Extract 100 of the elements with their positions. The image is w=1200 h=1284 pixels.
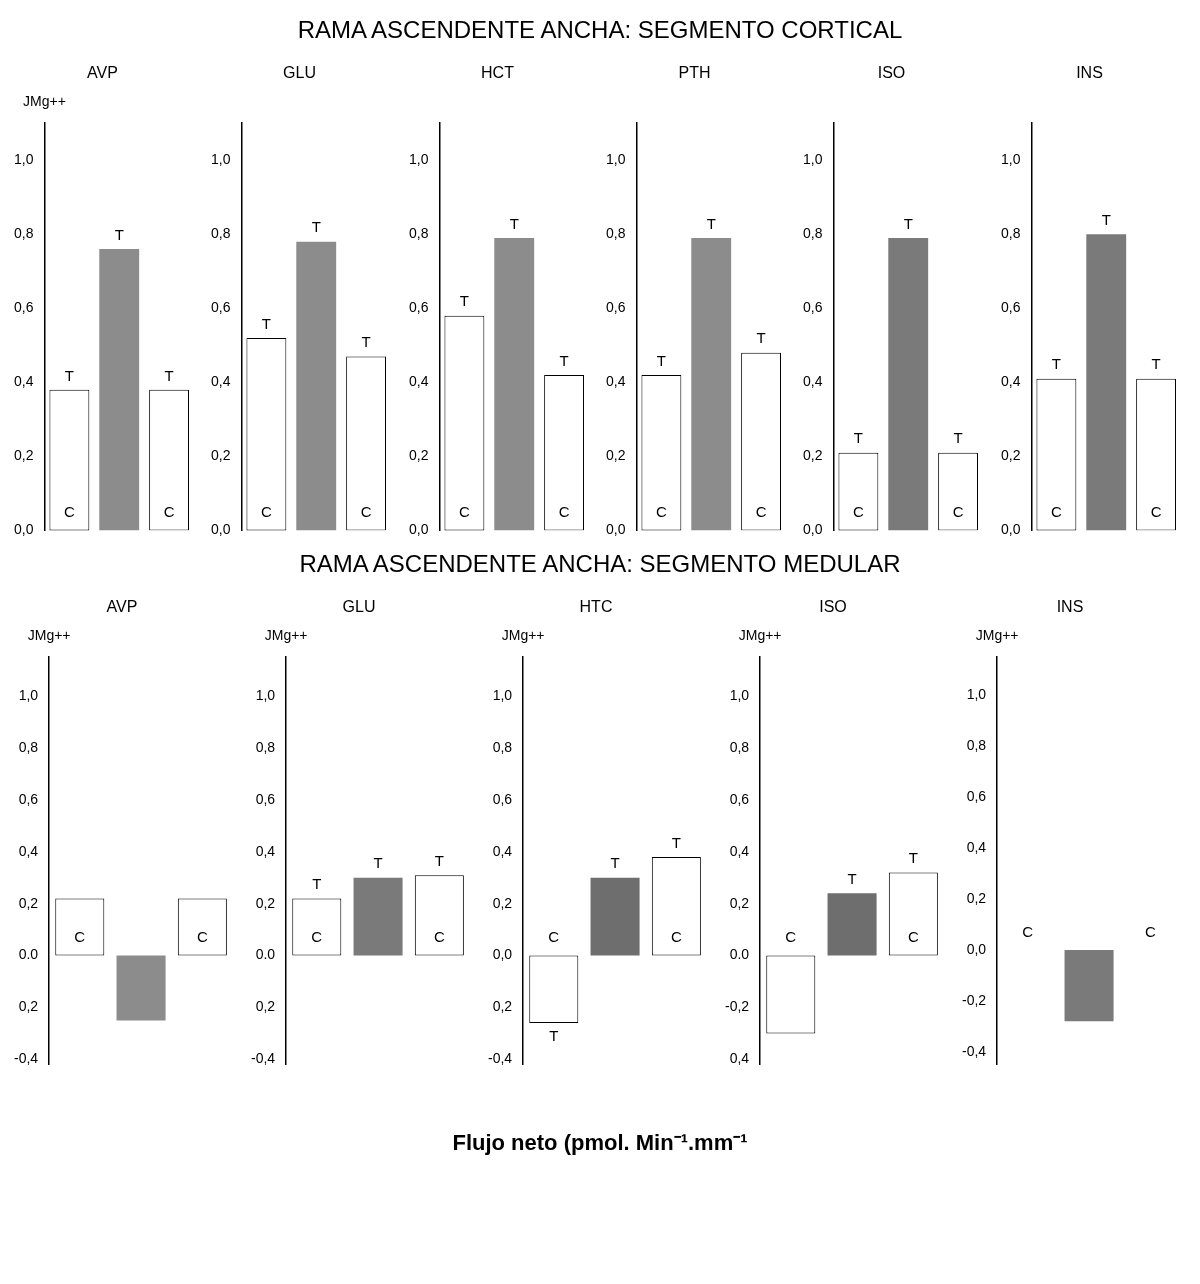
x-tick-label: C: [64, 503, 76, 521]
chart-title: HTC: [579, 598, 613, 616]
x-tick-label: C: [953, 503, 965, 521]
y-tick-label: 0,4: [729, 842, 750, 859]
y-tick-label: 1,0: [211, 151, 232, 168]
y-tick-label: 0,8: [492, 738, 513, 755]
x-tick-label: C: [755, 503, 767, 521]
x-tick-label: C: [311, 928, 323, 946]
y-tick-label: 0,4: [492, 842, 513, 859]
y-tick-label: 0.0: [255, 946, 276, 963]
y-tick-label: 1,0: [1000, 151, 1021, 168]
chart-title: ISO: [819, 598, 847, 616]
data-label: T: [953, 429, 964, 447]
y-tick-label: 0,2: [966, 889, 986, 906]
chart-title: INS: [1056, 598, 1083, 616]
data-label: T: [459, 292, 469, 310]
data-label: T: [549, 1026, 559, 1044]
x-tick-label: C: [548, 928, 560, 946]
x-tick-label: C: [558, 503, 570, 521]
y-tick-label: 1,0: [803, 151, 824, 168]
y-axis-title: JMg++: [264, 627, 308, 644]
x-tick-label: C: [1144, 922, 1156, 940]
data-label: T: [671, 833, 681, 851]
chart-title: AVP: [106, 598, 138, 616]
y-tick-label: -0,4: [251, 1050, 276, 1067]
y-tick-label: 0,6: [408, 299, 429, 316]
data-label: T: [908, 849, 918, 867]
text: Flujo neto (pmol. Min⁻¹.mm⁻¹: [452, 1130, 748, 1155]
y-tick-label: 0,2: [19, 998, 39, 1015]
y-tick-label: 0,4: [408, 373, 429, 390]
y-tick-label: 1,0: [492, 686, 513, 703]
y-tick-label: 0,2: [211, 447, 232, 464]
y-tick-label: 0,2: [408, 447, 429, 464]
data-label: T: [64, 366, 75, 384]
y-tick-label: -0,4: [961, 1042, 986, 1059]
data-label: T: [312, 875, 322, 893]
y-axis-title: JMg++: [501, 627, 545, 644]
data-label: T: [904, 214, 914, 232]
bar: [296, 241, 337, 531]
y-tick-label: 0,2: [492, 894, 513, 911]
x-tick-label: C: [656, 503, 668, 521]
y-tick-label: 0,0: [606, 521, 626, 538]
y-tick-label: 1,0: [19, 686, 39, 703]
x-tick-label: C: [1021, 922, 1033, 940]
y-tick-label: -0,2: [961, 991, 986, 1008]
y-tick-label: 0.0: [729, 946, 750, 963]
y-tick-label: 0,6: [803, 299, 824, 316]
data-label: T: [1101, 210, 1111, 228]
y-tick-label: 0,4: [606, 373, 626, 390]
y-tick-label: 0,8: [1000, 225, 1021, 242]
data-label: T: [656, 351, 667, 369]
y-tick-label: 0,6: [14, 299, 34, 316]
chart-title: HCT: [480, 64, 514, 82]
data-label: T: [706, 214, 716, 232]
data-label: T: [262, 314, 272, 332]
data-label: T: [434, 851, 445, 869]
y-tick-label: 0,0: [492, 946, 513, 963]
data-label: T: [559, 351, 569, 369]
x-tick-label: C: [1050, 503, 1062, 521]
data-label: T: [114, 225, 124, 243]
x-tick-label: C: [434, 928, 446, 946]
y-tick-label: 0,8: [729, 738, 750, 755]
data-label: T: [756, 329, 766, 347]
y-tick-label: 0,4: [19, 842, 39, 859]
chart-title: PTH: [678, 64, 711, 82]
x-tick-label: C: [74, 928, 86, 946]
y-tick-label: 0,0: [211, 521, 232, 538]
y-tick-label: 0,8: [803, 225, 824, 242]
y-tick-label: 0,4: [255, 842, 276, 859]
y-tick-label: 0,8: [19, 738, 39, 755]
y-tick-label: 1,0: [606, 151, 626, 168]
y-tick-label: 0,0: [1000, 521, 1021, 538]
y-tick-label: 0,6: [1000, 299, 1021, 316]
text: RAMA ASCENDENTE ANCHA: SEGMENTO CORTICAL: [297, 16, 903, 43]
x-tick-label: C: [458, 503, 470, 521]
y-tick-label: 1,0: [966, 686, 986, 703]
y-tick-label: 0,2: [492, 998, 513, 1015]
y-tick-label: 0,0: [408, 521, 429, 538]
y-tick-label: 0,6: [606, 299, 626, 316]
y-tick-label: 0,2: [14, 447, 34, 464]
y-tick-label: 0,8: [408, 225, 429, 242]
y-tick-label: 0,8: [14, 225, 34, 242]
y-tick-label: 0.0: [19, 946, 39, 963]
x-tick-label: C: [670, 928, 682, 946]
x-tick-label: C: [785, 928, 797, 946]
x-tick-label: C: [907, 928, 919, 946]
y-tick-label: 0,0: [14, 521, 34, 538]
y-tick-label: 0,6: [729, 790, 750, 807]
bar: [590, 877, 640, 956]
chart-title: GLU: [342, 598, 376, 616]
y-tick-label: -0,4: [487, 1050, 513, 1067]
y-tick-label: -0,4: [14, 1050, 39, 1067]
x-tick-label: C: [361, 503, 373, 521]
y-tick-label: 0,4: [966, 839, 986, 856]
text: RAMA ASCENDENTE ANCHA: SEGMENTO MEDULAR: [299, 550, 901, 577]
chart-title: GLU: [283, 64, 317, 82]
data-label: T: [610, 854, 620, 872]
data-label: T: [509, 214, 519, 232]
data-label: T: [854, 429, 864, 447]
y-tick-label: 0,2: [803, 447, 824, 464]
